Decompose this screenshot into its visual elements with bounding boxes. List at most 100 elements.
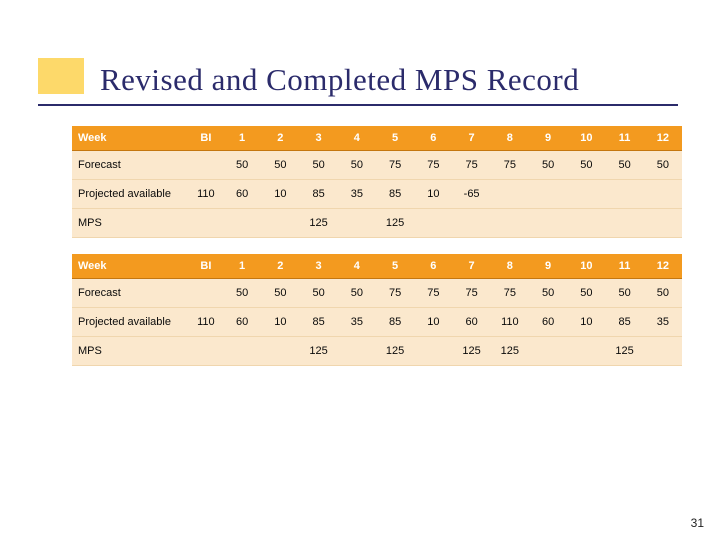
cell: 50 — [338, 279, 376, 308]
table-row: Projected available 110 60 10 85 35 85 1… — [72, 308, 682, 337]
col-header-wk: 6 — [414, 254, 452, 279]
cell — [189, 151, 223, 180]
cell — [529, 209, 567, 238]
col-header-wk: 4 — [338, 126, 376, 151]
cell: 75 — [376, 151, 414, 180]
cell: 75 — [491, 279, 529, 308]
cell: 50 — [644, 151, 682, 180]
col-header-wk: 5 — [376, 254, 414, 279]
cell — [223, 209, 261, 238]
col-header-wk: 7 — [452, 126, 490, 151]
col-header-wk: 8 — [491, 126, 529, 151]
row-label-forecast: Forecast — [72, 279, 189, 308]
cell — [491, 209, 529, 238]
cell — [644, 180, 682, 209]
col-header-wk: 7 — [452, 254, 490, 279]
cell: 75 — [452, 151, 490, 180]
cell: 35 — [644, 308, 682, 337]
title-rule — [38, 104, 678, 106]
col-header-wk: 3 — [299, 254, 337, 279]
cell: 50 — [567, 151, 605, 180]
col-header-wk: 1 — [223, 254, 261, 279]
cell — [529, 337, 567, 366]
cell: 50 — [644, 279, 682, 308]
mps-table-2: Week BI 1 2 3 4 5 6 7 8 9 10 11 12 Forec… — [72, 254, 682, 366]
cell: 125 — [605, 337, 643, 366]
cell: 75 — [491, 151, 529, 180]
cell: 85 — [605, 308, 643, 337]
cell: 35 — [338, 308, 376, 337]
cell: -65 — [452, 180, 490, 209]
col-header-week: Week — [72, 126, 189, 151]
cell — [644, 337, 682, 366]
table-header-row: Week BI 1 2 3 4 5 6 7 8 9 10 11 12 — [72, 126, 682, 151]
cell: 50 — [605, 279, 643, 308]
cell — [414, 209, 452, 238]
table-row: Forecast 50 50 50 50 75 75 75 75 50 50 5… — [72, 279, 682, 308]
cell: 10 — [261, 308, 299, 337]
row-label-forecast: Forecast — [72, 151, 189, 180]
cell: 50 — [223, 279, 261, 308]
col-header-wk: 11 — [605, 254, 643, 279]
cell — [261, 209, 299, 238]
col-header-wk: 9 — [529, 126, 567, 151]
cell: 50 — [261, 151, 299, 180]
cell: 125 — [376, 209, 414, 238]
cell — [605, 180, 643, 209]
col-header-wk: 9 — [529, 254, 567, 279]
cell: 75 — [452, 279, 490, 308]
cell: 125 — [299, 209, 337, 238]
cell: 125 — [452, 337, 490, 366]
cell: 110 — [189, 180, 223, 209]
col-header-wk: 12 — [644, 126, 682, 151]
cell: 75 — [414, 279, 452, 308]
cell: 10 — [261, 180, 299, 209]
col-header-wk: 12 — [644, 254, 682, 279]
cell: 35 — [338, 180, 376, 209]
col-header-bi: BI — [189, 254, 223, 279]
cell — [605, 209, 643, 238]
row-label-projected: Projected available — [72, 308, 189, 337]
col-header-wk: 2 — [261, 254, 299, 279]
cell — [189, 337, 223, 366]
cell — [189, 209, 223, 238]
col-header-wk: 8 — [491, 254, 529, 279]
col-header-wk: 11 — [605, 126, 643, 151]
cell: 50 — [529, 151, 567, 180]
col-header-week: Week — [72, 254, 189, 279]
cell: 50 — [567, 279, 605, 308]
cell — [261, 337, 299, 366]
cell: 50 — [299, 151, 337, 180]
cell — [529, 180, 567, 209]
cell: 50 — [223, 151, 261, 180]
cell: 85 — [299, 308, 337, 337]
table-header-row: Week BI 1 2 3 4 5 6 7 8 9 10 11 12 — [72, 254, 682, 279]
row-label-mps: MPS — [72, 209, 189, 238]
table-row: Projected available 110 60 10 85 35 85 1… — [72, 180, 682, 209]
cell — [223, 337, 261, 366]
cell: 110 — [189, 308, 223, 337]
col-header-wk: 10 — [567, 126, 605, 151]
col-header-wk: 5 — [376, 126, 414, 151]
row-label-projected: Projected available — [72, 180, 189, 209]
cell: 85 — [376, 308, 414, 337]
cell — [644, 209, 682, 238]
cell — [338, 209, 376, 238]
cell: 125 — [376, 337, 414, 366]
col-header-wk: 6 — [414, 126, 452, 151]
col-header-wk: 3 — [299, 126, 337, 151]
cell — [567, 180, 605, 209]
cell — [567, 337, 605, 366]
cell: 75 — [376, 279, 414, 308]
cell — [338, 337, 376, 366]
cell — [567, 209, 605, 238]
cell: 85 — [376, 180, 414, 209]
table-row: MPS 125 125 — [72, 209, 682, 238]
cell: 10 — [414, 180, 452, 209]
cell: 60 — [223, 308, 261, 337]
cell: 10 — [567, 308, 605, 337]
cell: 75 — [414, 151, 452, 180]
cell — [452, 209, 490, 238]
cell — [414, 337, 452, 366]
cell — [491, 180, 529, 209]
